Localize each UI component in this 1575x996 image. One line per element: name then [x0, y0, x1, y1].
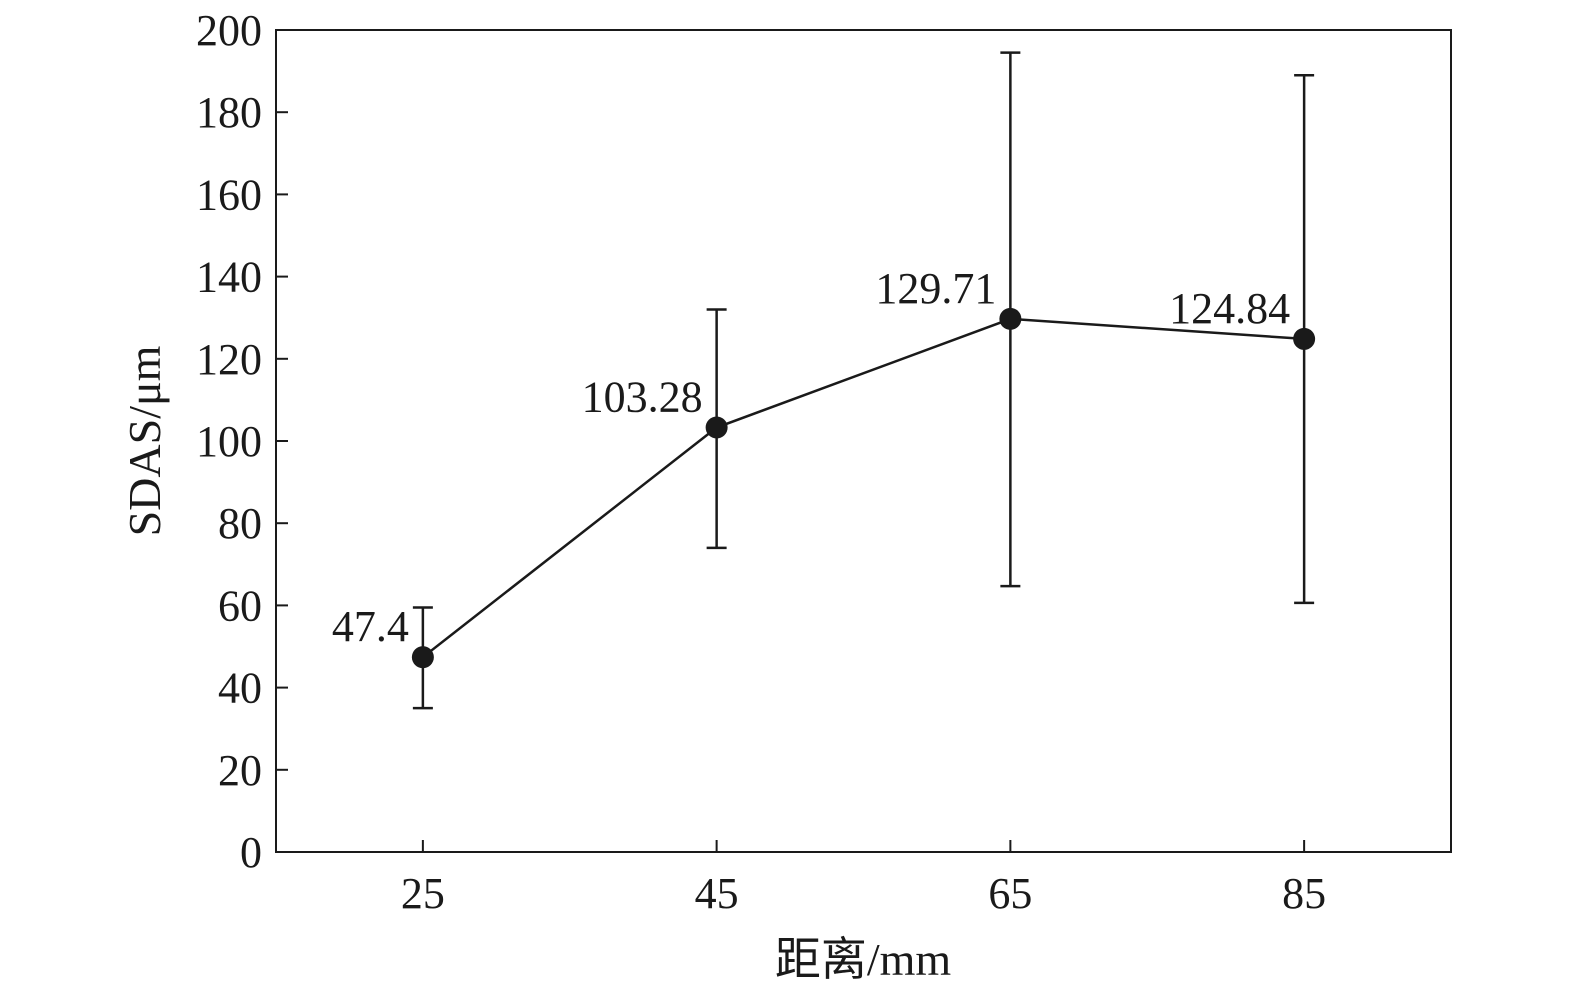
x-tick-label: 85	[1282, 869, 1326, 918]
y-tick-label: 160	[196, 170, 262, 219]
y-tick-label: 200	[196, 6, 262, 55]
data-point	[411, 646, 434, 669]
data-point	[705, 416, 728, 439]
data-point	[1293, 327, 1316, 350]
x-axis-label: 距离/mm	[775, 934, 952, 985]
y-axis-label: SDAS/μm	[119, 345, 170, 536]
y-tick-label: 40	[218, 664, 262, 713]
data-label: 124.84	[1169, 284, 1290, 333]
y-tick-label: 20	[218, 746, 262, 795]
y-tick-label: 100	[196, 417, 262, 466]
y-tick-label: 60	[218, 581, 262, 630]
y-tick-label: 120	[196, 335, 262, 384]
x-tick-label: 25	[401, 869, 445, 918]
series-line	[422, 317, 1305, 659]
data-label: 103.28	[582, 373, 703, 422]
x-tick-label: 45	[695, 869, 739, 918]
y-tick-label: 80	[218, 499, 262, 548]
data-label: 129.71	[875, 264, 996, 313]
y-tick-label: 180	[196, 88, 262, 137]
x-tick-label: 65	[988, 869, 1032, 918]
plot-frame	[275, 29, 1452, 853]
data-label: 47.4	[332, 602, 409, 651]
y-tick-label: 0	[240, 828, 262, 877]
y-tick-label: 140	[196, 253, 262, 302]
data-point	[999, 307, 1022, 330]
